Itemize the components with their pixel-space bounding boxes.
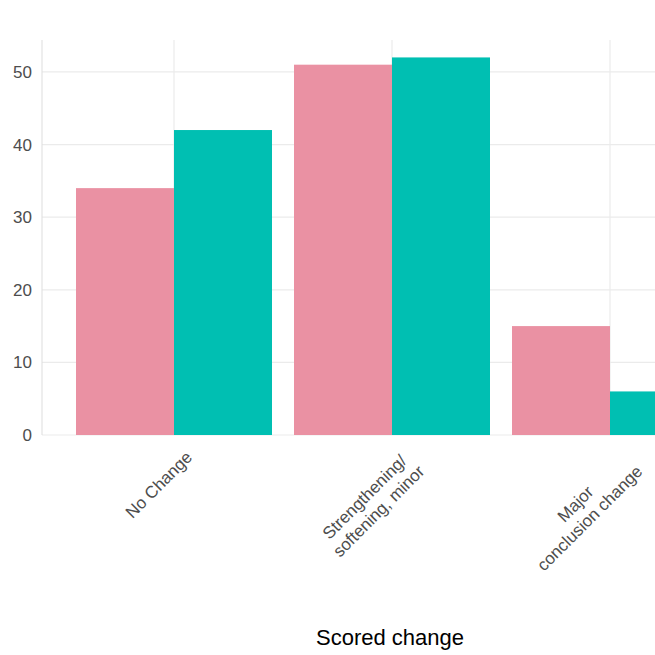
bars — [76, 57, 655, 435]
bar — [512, 326, 610, 435]
x-tick-label-line: No Change — [122, 448, 196, 522]
x-tick-labels: No Change Strengthening/softening, minor M… — [122, 447, 646, 574]
chart-svg: 0 10 20 30 40 50 No Change Strengthening/soften… — [0, 0, 655, 655]
y-tick-label: 20 — [13, 281, 32, 300]
x-axis-title: Scored change — [316, 625, 464, 650]
x-tick-label-group: Strengthening/softening, minor — [315, 447, 428, 560]
bar — [174, 130, 272, 435]
x-tick-label: No Change — [122, 448, 196, 522]
y-tick-label: 10 — [13, 353, 32, 372]
bar — [294, 65, 392, 435]
y-tick-labels: 0 10 20 30 40 50 — [13, 63, 32, 445]
x-tick-label-line: conclusion change — [533, 462, 646, 575]
y-tick-label: 40 — [13, 136, 32, 155]
bar — [610, 391, 655, 435]
x-tick-label: Majorconclusion change — [519, 448, 646, 575]
y-tick-label: 0 — [23, 426, 32, 445]
bar — [76, 188, 174, 435]
x-tick-label-group: Majorconclusion change — [519, 448, 646, 575]
x-tick-label: Strengthening/softening, minor — [315, 447, 428, 560]
y-axis-line — [42, 40, 43, 435]
x-tick-label-group: No Change — [122, 448, 196, 522]
y-tick-label: 50 — [13, 63, 32, 82]
chart-container: 0 10 20 30 40 50 No Change Strengthening/soften… — [0, 0, 655, 655]
y-tick-label: 30 — [13, 208, 32, 227]
grid — [42, 40, 655, 435]
x-tick-label-line: softening, minor — [329, 462, 428, 561]
bar — [392, 57, 490, 435]
